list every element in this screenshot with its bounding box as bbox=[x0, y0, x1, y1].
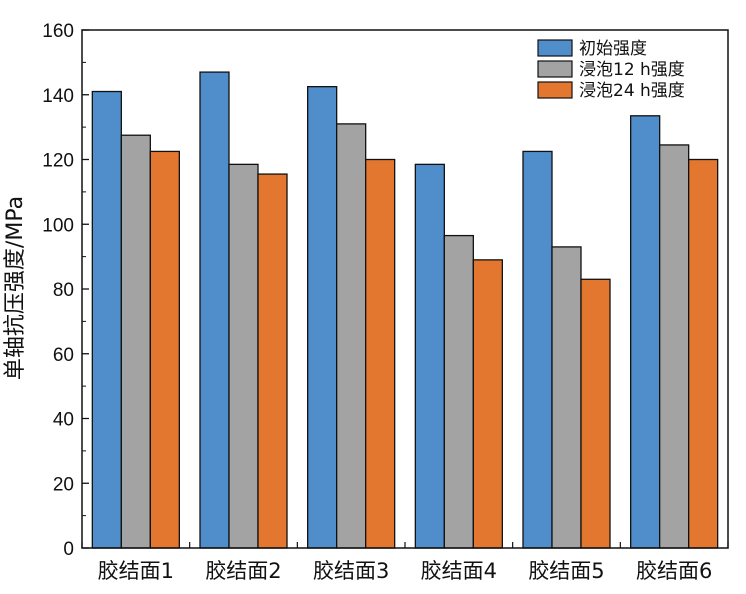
y-tick-label-20: 20 bbox=[53, 474, 74, 495]
y-tick-label-60: 60 bbox=[53, 345, 74, 366]
bar-5-series-2 bbox=[551, 246, 582, 549]
y-tick-label-80: 80 bbox=[53, 280, 74, 301]
bar-6-series-1 bbox=[630, 115, 661, 549]
bar-6-series-2 bbox=[659, 144, 690, 549]
legend-label-1: 初始强度 bbox=[579, 39, 647, 59]
bar-3-series-3 bbox=[365, 158, 396, 549]
bar-3-series-2 bbox=[336, 123, 367, 549]
bars-layer bbox=[91, 71, 719, 549]
x-tick-label-1: 胶结面1 bbox=[98, 559, 174, 583]
bar-2-series-1 bbox=[199, 71, 230, 549]
bar-4-series-3 bbox=[472, 259, 503, 549]
x-tick-label-5: 胶结面5 bbox=[528, 559, 604, 583]
bar-5-series-3 bbox=[580, 278, 611, 549]
bar-1-series-1 bbox=[91, 90, 122, 549]
bar-6-series-3 bbox=[688, 158, 719, 549]
bar-4-series-2 bbox=[443, 234, 474, 549]
x-tick-label-6: 胶结面6 bbox=[636, 559, 712, 583]
legend-swatch-1 bbox=[537, 39, 573, 57]
y-tick-label-120: 120 bbox=[42, 151, 74, 172]
y-tick-label-40: 40 bbox=[53, 410, 74, 431]
axes-layer: 胶结面1 胶结面2 胶结面3 胶结面4 胶结面5 胶结面6 0 20 40 60 80 100 120 1… bbox=[42, 21, 729, 583]
bar-1-series-3 bbox=[149, 150, 180, 549]
legend-swatch-3 bbox=[537, 81, 573, 99]
y-tick-label-100: 100 bbox=[42, 215, 74, 236]
bar-5-series-1 bbox=[522, 150, 553, 549]
bar-4-series-1 bbox=[414, 163, 445, 549]
y-tick-label-160: 160 bbox=[42, 21, 74, 42]
bar-2-series-2 bbox=[228, 163, 259, 549]
bar-3-series-1 bbox=[307, 86, 338, 549]
legend-label-3: 浸泡24 h强度 bbox=[579, 81, 685, 101]
x-tick-label-4: 胶结面4 bbox=[421, 559, 497, 583]
legend-swatch-2 bbox=[537, 60, 573, 78]
y-tick-label-0: 0 bbox=[63, 539, 74, 560]
bar-1-series-2 bbox=[120, 134, 151, 549]
x-tick-label-3: 胶结面3 bbox=[313, 559, 389, 583]
y-tick-label-140: 140 bbox=[42, 86, 74, 107]
bar-2-series-3 bbox=[257, 173, 288, 549]
legend-label-2: 浸泡12 h强度 bbox=[579, 60, 685, 80]
y-axis-title: 单轴抗压强度/MPa bbox=[3, 196, 28, 380]
x-tick-label-2: 胶结面2 bbox=[205, 559, 281, 583]
